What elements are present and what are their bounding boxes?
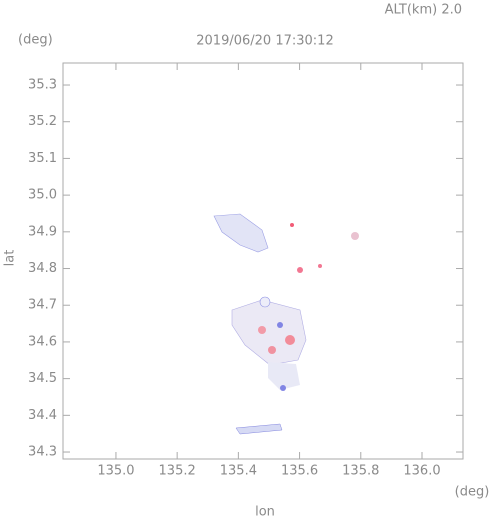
y-tick-label: 35.3	[28, 78, 57, 93]
y-tick-label: 34.9	[28, 224, 57, 239]
y-tick-label: 34.8	[28, 261, 57, 276]
y-tick-label: 34.4	[28, 408, 57, 423]
y-unit: (deg)	[18, 33, 53, 48]
y-tick-label: 34.7	[28, 298, 57, 313]
y-tick-label: 35.1	[28, 151, 57, 166]
y-axis-label: lat	[3, 250, 18, 267]
x-tick-label: 135.8	[342, 464, 379, 479]
x-unit: (deg)	[455, 485, 490, 500]
plot-frame	[62, 62, 464, 460]
echo-field	[213, 213, 359, 435]
x-tick-label: 135.4	[220, 464, 257, 479]
y-tick-label: 34.3	[28, 445, 57, 460]
x-axis-label: lon	[255, 505, 275, 520]
x-tick-label: 135.2	[159, 464, 196, 479]
altitude-label: ALT(km) 2.0	[385, 3, 462, 18]
x-tick-label: 135.0	[97, 464, 134, 479]
y-tick-label: 34.6	[28, 334, 57, 349]
y-tick-label: 35.2	[28, 114, 57, 129]
x-tick-label: 135.6	[281, 464, 318, 479]
chart-title: 2019/06/20 17:30:12	[196, 34, 333, 49]
y-tick-label: 35.0	[28, 188, 57, 203]
y-tick-label: 34.5	[28, 371, 57, 386]
x-tick-label: 136.0	[403, 464, 440, 479]
